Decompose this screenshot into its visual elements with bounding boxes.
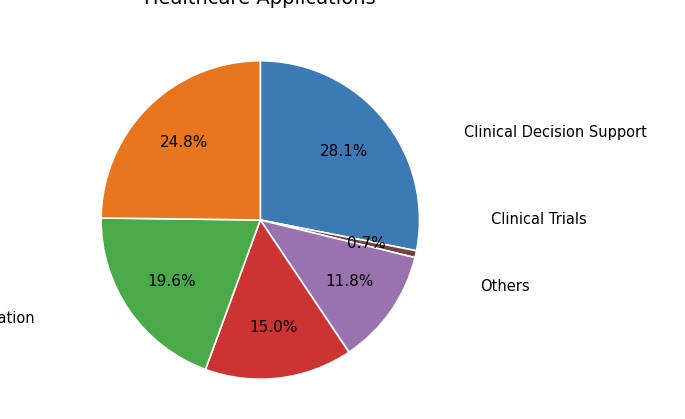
Wedge shape xyxy=(260,220,416,258)
Title: Healthcare Applications: Healthcare Applications xyxy=(145,0,376,8)
Text: 19.6%: 19.6% xyxy=(147,274,195,289)
Text: 11.8%: 11.8% xyxy=(325,274,373,290)
Text: 15.0%: 15.0% xyxy=(249,320,297,335)
Wedge shape xyxy=(206,220,349,379)
Wedge shape xyxy=(260,220,415,352)
Text: 24.8%: 24.8% xyxy=(160,135,208,150)
Text: Clinical Trials: Clinical Trials xyxy=(491,212,587,228)
Wedge shape xyxy=(260,61,419,251)
Text: 0.7%: 0.7% xyxy=(347,236,386,251)
Text: Patient Education: Patient Education xyxy=(0,311,34,326)
Text: 28.1%: 28.1% xyxy=(320,144,368,159)
Wedge shape xyxy=(101,61,260,220)
Wedge shape xyxy=(101,218,260,370)
Text: Clinical Decision Support: Clinical Decision Support xyxy=(464,125,647,140)
Text: Others: Others xyxy=(480,279,530,294)
